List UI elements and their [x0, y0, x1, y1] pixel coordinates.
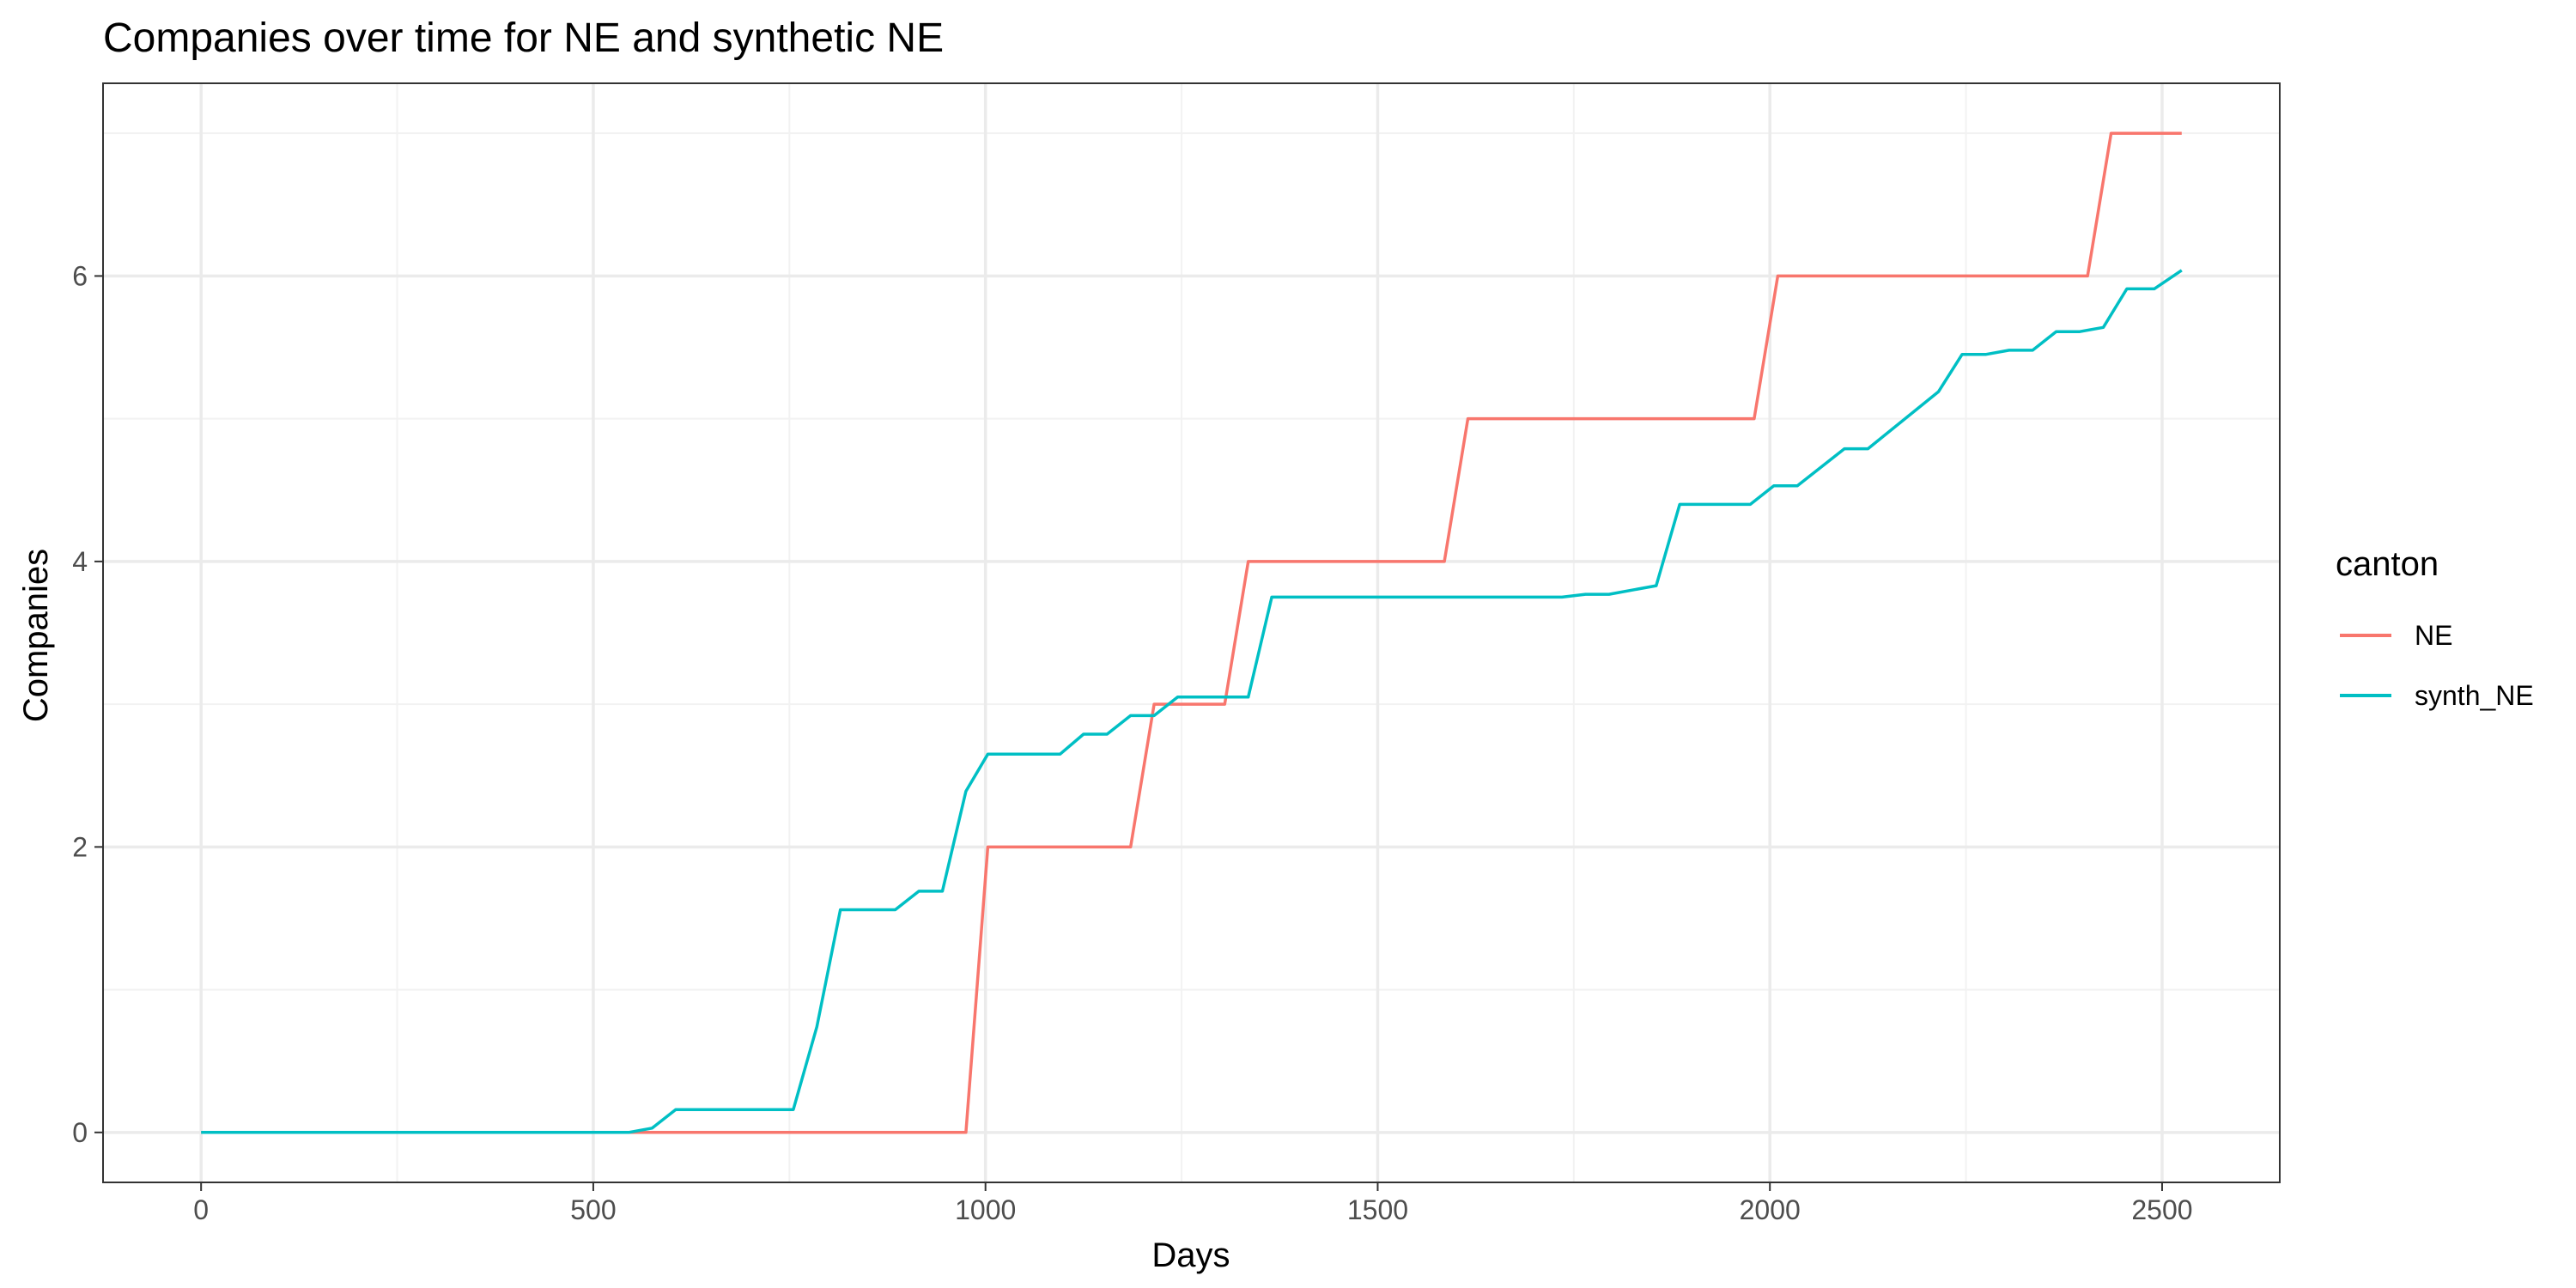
x-tick-label: 2000: [1740, 1194, 1801, 1225]
y-axis-title: Companies: [17, 549, 55, 722]
chart-title: Companies over time for NE and synthetic…: [103, 15, 944, 61]
y-tick-label: 6: [72, 260, 88, 291]
y-tick-label: 2: [72, 831, 88, 862]
y-tick-label: 4: [72, 546, 88, 577]
legend-label-NE: NE: [2415, 620, 2452, 651]
x-tick-label: 0: [193, 1194, 209, 1225]
x-tick-label: 1500: [1347, 1194, 1408, 1225]
series-lines: [201, 131, 2183, 1134]
axes: 0 500 1000 1500 2000 2500 0 2 4 6: [72, 260, 2192, 1225]
series-line-NE: [201, 131, 2182, 1134]
x-tick-label: 2500: [2131, 1194, 2192, 1225]
series-line-synth_NE: [201, 269, 2183, 1134]
grid-lines: [103, 83, 2280, 1182]
legend-title: canton: [2336, 545, 2439, 583]
x-tick-label: 1000: [955, 1194, 1016, 1225]
y-tick-label: 0: [72, 1117, 88, 1148]
legend: canton NE synth_NE: [2336, 545, 2534, 711]
x-axis-title: Days: [1151, 1236, 1230, 1274]
legend-label-synth_NE: synth_NE: [2415, 680, 2534, 711]
plot-panel-border: [102, 82, 2281, 1183]
x-tick-label: 500: [570, 1194, 616, 1225]
